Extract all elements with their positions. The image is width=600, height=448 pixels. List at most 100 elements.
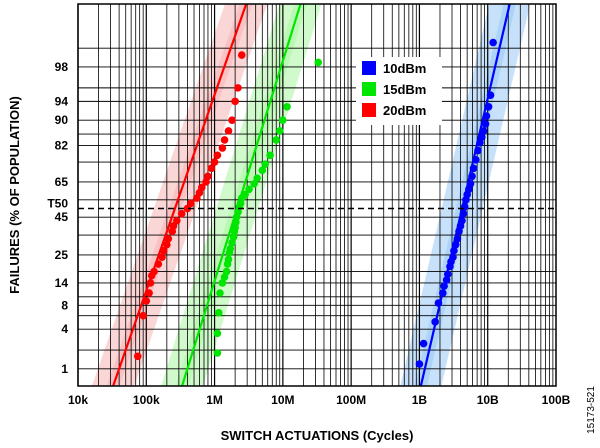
data-point-20dBm — [163, 240, 171, 249]
legend: 10dBm 15dBm 20dBm — [356, 57, 442, 125]
data-point-10dBm — [440, 282, 448, 290]
reference-line-label: T50 — [47, 197, 68, 211]
data-point-15dBm — [314, 58, 323, 67]
data-point-10dBm — [460, 202, 469, 211]
data-point-20dBm — [228, 116, 236, 124]
data-point-15dBm — [283, 103, 291, 111]
data-points — [133, 38, 497, 368]
data-point-10dBm — [474, 146, 482, 155]
grid-lines — [77, 4, 556, 386]
x-tick-label: 100M — [336, 393, 366, 407]
data-point-10dBm — [469, 164, 478, 173]
data-point-15dBm — [261, 160, 269, 168]
data-point-15dBm — [218, 279, 227, 287]
data-point-15dBm — [250, 180, 258, 188]
data-point-20dBm — [197, 183, 206, 192]
y-tick-label: 98 — [55, 60, 69, 74]
legend-label: 10dBm — [383, 61, 426, 76]
y-tick-label: 82 — [55, 138, 69, 152]
data-point-20dBm — [207, 164, 216, 173]
data-point-20dBm — [218, 144, 227, 152]
data-point-10dBm — [443, 270, 452, 279]
x-tick-label: 10M — [271, 393, 294, 407]
data-point-10dBm — [439, 289, 447, 297]
data-point-15dBm — [224, 255, 233, 264]
data-point-10dBm — [468, 172, 476, 181]
data-point-20dBm — [139, 311, 147, 320]
legend-swatch-10dBm — [362, 61, 376, 75]
data-point-15dBm — [222, 267, 231, 276]
data-point-10dBm — [479, 127, 488, 135]
data-point-10dBm — [434, 299, 443, 307]
data-point-15dBm — [279, 116, 287, 124]
data-point-10dBm — [489, 38, 497, 47]
data-point-10dBm — [451, 240, 460, 249]
y-tick-label: 25 — [55, 248, 69, 262]
data-point-10dBm — [415, 360, 424, 368]
y-tick-label: 8 — [61, 298, 68, 312]
data-point-20dBm — [187, 199, 195, 208]
data-point-20dBm — [150, 267, 158, 276]
y-tick-label: 65 — [55, 175, 69, 189]
data-point-20dBm — [213, 151, 222, 160]
data-point-20dBm — [142, 297, 151, 305]
data-point-20dBm — [158, 253, 166, 261]
data-point-10dBm — [459, 209, 468, 218]
data-point-10dBm — [486, 91, 495, 99]
data-point-15dBm — [241, 190, 249, 199]
data-point-20dBm — [237, 51, 246, 59]
y-axis-title: FAILURES (% OF POPULATION) — [7, 96, 22, 294]
x-tick-labels: 10k 100k 1M 10M 100M 1B 10B 100B — [68, 393, 571, 407]
x-tick-label: 10B — [477, 393, 499, 407]
y-tick-label: 45 — [55, 210, 69, 224]
data-point-20dBm — [224, 127, 233, 135]
data-point-20dBm — [133, 352, 142, 361]
data-point-15dBm — [253, 174, 261, 182]
data-point-15dBm — [229, 233, 238, 241]
x-tick-label: 100B — [542, 393, 571, 407]
data-point-10dBm — [449, 253, 457, 261]
data-point-20dBm — [231, 97, 239, 106]
data-point-15dBm — [258, 166, 267, 175]
data-point-10dBm — [442, 276, 451, 284]
y-tick-label: 94 — [55, 94, 69, 108]
y-tick-label: 1 — [61, 362, 68, 376]
data-point-15dBm — [275, 127, 284, 135]
data-point-20dBm — [173, 216, 181, 225]
data-point-20dBm — [164, 235, 173, 243]
y-tick-label: 14 — [55, 276, 69, 290]
legend-swatch-15dBm — [362, 82, 376, 96]
data-point-10dBm — [450, 246, 458, 255]
figure-id: 15173-521 — [586, 386, 597, 434]
fit-line-20dBm — [111, 4, 248, 386]
legend-swatch-20dBm — [362, 103, 376, 117]
data-point-20dBm — [159, 246, 168, 255]
data-point-15dBm — [228, 238, 236, 247]
data-point-20dBm — [234, 84, 242, 92]
data-point-15dBm — [272, 136, 281, 144]
data-point-20dBm — [154, 260, 163, 268]
data-point-10dBm — [453, 235, 462, 243]
data-point-10dBm — [481, 120, 490, 128]
y-tick-label: 4 — [61, 322, 68, 336]
data-point-10dBm — [431, 318, 439, 326]
data-point-15dBm — [266, 151, 274, 160]
data-point-10dBm — [478, 133, 486, 141]
data-point-20dBm — [146, 279, 155, 287]
data-point-10dBm — [484, 103, 493, 111]
data-point-15dBm — [213, 349, 222, 357]
x-tick-label: 1M — [206, 393, 223, 407]
x-tick-label: 1B — [412, 393, 428, 407]
x-axis-title: SWITCH ACTUATIONS (Cycles) — [221, 428, 414, 443]
legend-label: 15dBm — [383, 82, 426, 97]
plot-frame — [77, 3, 557, 387]
data-point-15dBm — [245, 185, 253, 194]
data-point-10dBm — [466, 180, 475, 188]
fit-line-15dBm — [180, 4, 302, 386]
data-point-10dBm — [472, 156, 480, 164]
data-point-20dBm — [145, 289, 153, 297]
data-point-15dBm — [214, 309, 223, 317]
y-tick-label: 90 — [55, 113, 69, 127]
data-point-15dBm — [213, 329, 222, 338]
